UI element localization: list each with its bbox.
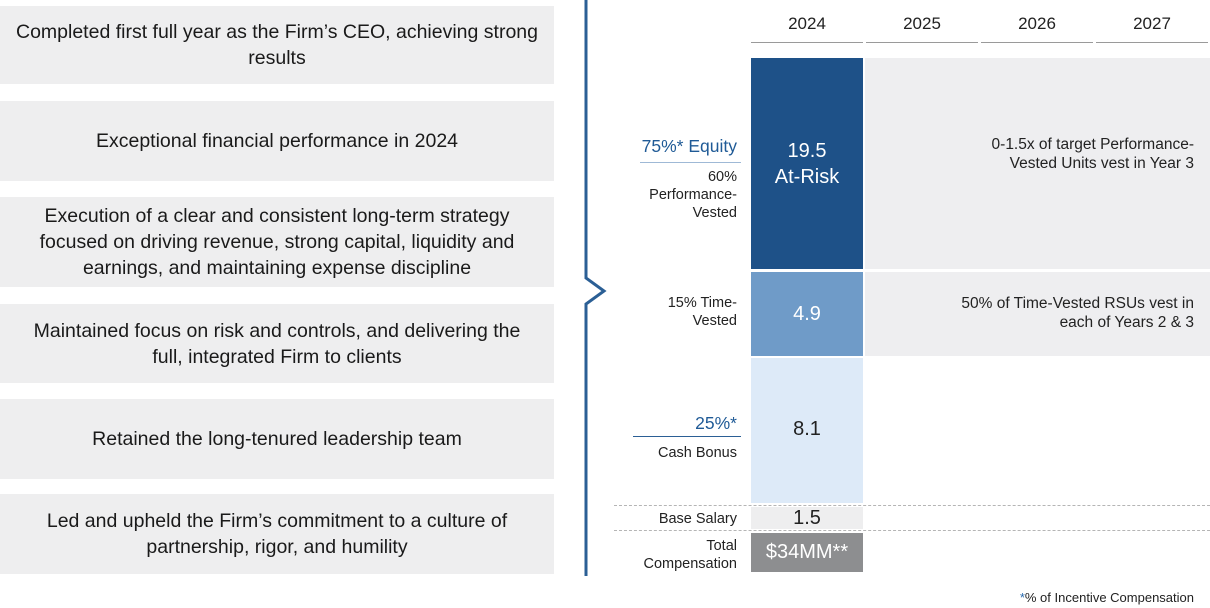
dashed-divider — [614, 505, 1210, 506]
year-header: 2026 — [981, 14, 1093, 43]
total-compensation-value: $34MM** — [765, 541, 849, 563]
achievement-box: Completed first full year as the Firm’s … — [0, 6, 554, 84]
footnote: *% of Incentive Compensation — [1020, 590, 1194, 605]
footnote-marker: * — [1019, 590, 1025, 605]
cash-bonus-label: Cash Bonus — [658, 445, 737, 461]
achievement-text: Led and upheld the Firm’s commitment to … — [46, 510, 508, 558]
year-header: 2027 — [1096, 14, 1208, 43]
time-vesting-panel: 50% of Time-Vested RSUs vest in each of … — [865, 272, 1210, 356]
time-vested-label: 15% Time-Vested — [667, 295, 737, 329]
at-risk-label: At-Risk — [774, 165, 840, 188]
dashed-divider — [614, 530, 1210, 531]
time-vested-bar: 4.9 — [751, 272, 863, 356]
total-compensation-bar: $34MM** — [751, 533, 863, 572]
achievement-text: Maintained focus on risk and controls, a… — [33, 319, 521, 368]
year-header: 2024 — [751, 14, 863, 43]
achievement-box: Maintained focus on risk and controls, a… — [0, 304, 554, 383]
equity-header: 75%* Equity — [641, 136, 737, 156]
achievement-text: Completed first full year as the Firm’s … — [15, 21, 538, 69]
base-salary-label: Base Salary — [658, 511, 737, 527]
perf-vested-bar: 19.5 At-Risk — [751, 58, 863, 269]
year-header: 2025 — [866, 14, 978, 43]
cash-bonus-value: 8.1 — [793, 418, 821, 440]
achievement-text: Execution of a clear and consistent long… — [39, 205, 515, 279]
achievement-box: Execution of a clear and consistent long… — [0, 197, 554, 287]
achievement-box: Retained the long-tenured leadership tea… — [0, 399, 554, 479]
total-compensation-label: Total Compensation — [643, 538, 738, 572]
achievement-text: Exceptional financial performance in 202… — [95, 130, 459, 152]
brace-connector — [584, 0, 607, 576]
base-salary-value: 1.5 — [793, 506, 821, 529]
achievement-box: Led and upheld the Firm’s commitment to … — [0, 494, 554, 574]
perf-vesting-panel: 0-1.5x of target Performance-Vested Unit… — [865, 58, 1210, 269]
perf-vested-value: 19.5 — [787, 139, 827, 162]
cash-bonus-bar: 8.1 — [751, 358, 863, 503]
cash-header: 25%* — [695, 413, 737, 433]
base-salary-bar: 1.5 — [751, 507, 863, 529]
perf-vesting-note: 0-1.5x of target Performance-Vested Unit… — [991, 136, 1194, 172]
time-vesting-note: 50% of Time-Vested RSUs vest in each of … — [961, 295, 1194, 331]
equity-underline — [640, 162, 741, 163]
time-vested-value: 4.9 — [793, 302, 821, 325]
perf-vested-label: 60% Performance-Vested — [649, 169, 737, 221]
cash-underline — [633, 436, 741, 437]
achievement-box: Exceptional financial performance in 202… — [0, 101, 554, 181]
achievement-text: Retained the long-tenured leadership tea… — [92, 428, 462, 450]
footnote-text: % of Incentive Compensation — [1024, 590, 1194, 605]
